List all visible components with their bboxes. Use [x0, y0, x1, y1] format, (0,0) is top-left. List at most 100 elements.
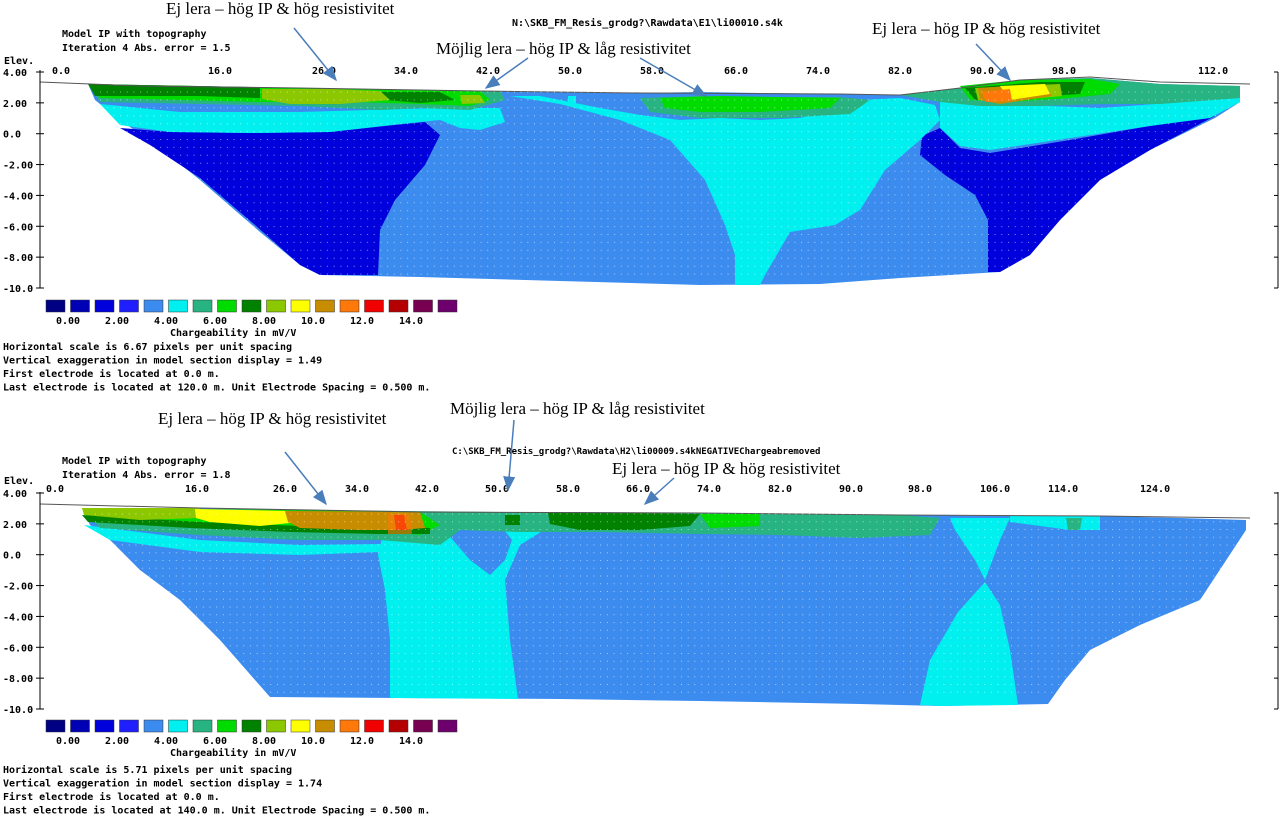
- top-colorbar-swatch: [119, 299, 139, 313]
- bottom-x-tick-label: 124.0: [1140, 484, 1170, 495]
- top-title-line2: Iteration 4 Abs. error = 1.5: [62, 42, 231, 54]
- bottom-x-tick-label: 26.0: [273, 484, 297, 495]
- bottom-x-tick-label: 98.0: [908, 484, 932, 495]
- bottom-x-tick-label: 106.0: [980, 484, 1010, 495]
- bottom-teal-right-blob: [820, 520, 842, 534]
- bottom-colorbar-title: Chargeability in mV/V: [170, 747, 296, 759]
- top-arrow-middle-a: [484, 57, 529, 89]
- bottom-arrow-right: [643, 477, 675, 506]
- top-y-tick-label: 4.00: [3, 68, 27, 79]
- bottom-topography-line: [39, 503, 1251, 519]
- top-colorbar-swatch: [315, 299, 335, 313]
- top-colorbar-label: 0.00: [56, 316, 80, 327]
- bottom-colorbar-swatch: [143, 719, 164, 733]
- bottom-y-tick-label: 0.0: [3, 551, 21, 562]
- bottom-colorbar: 0.00 2.00 4.00 6.00 8.00 10.0 12.0 14.0: [45, 719, 458, 747]
- bottom-colorbar-swatch: [192, 719, 213, 733]
- top-info-line: Vertical exaggeration in model section d…: [3, 355, 322, 367]
- top-info-text: Horizontal scale is 6.67 pixels per unit…: [3, 341, 430, 394]
- top-colorbar-label: 12.0: [350, 316, 374, 327]
- top-y-tick-label: -10.0: [3, 284, 33, 295]
- top-mesh-dots: [100, 91, 1230, 275]
- bottom-x-tick-label: 82.0: [768, 484, 792, 495]
- bottom-x-tick-label: 16.0: [185, 484, 209, 495]
- bottom-colorbar-swatch: [364, 719, 384, 733]
- top-y-tick-label: 2.00: [3, 99, 27, 110]
- top-arrow-middle-b: [639, 57, 708, 97]
- top-colorbar-swatch: [45, 299, 66, 313]
- top-title-line1: Model IP with topography: [62, 28, 207, 40]
- bottom-y-tick-label: 2.00: [3, 520, 27, 531]
- top-y-tick-label: -6.00: [3, 222, 33, 233]
- top-colorbar-label: 2.00: [105, 316, 129, 327]
- bottom-x-tick-label: 90.0: [839, 484, 863, 495]
- top-colorbar-swatch: [143, 299, 164, 313]
- top-colorbar-label: 8.00: [252, 316, 276, 327]
- top-colorbar-swatch: [339, 299, 360, 313]
- bottom-orange-spot: [388, 514, 412, 534]
- top-arrow-right: [975, 43, 1012, 82]
- top-colorbar-title: Chargeability in mV/V: [170, 327, 296, 339]
- top-colorbar-label: 10.0: [301, 316, 325, 327]
- bottom-colorbar-swatch: [266, 719, 286, 733]
- top-y-tick-label: 0.0: [3, 130, 21, 141]
- top-y-ticks: 4.00 2.00 0.0 -2.00 -4.00 -6.00 -8.00 -10.0: [3, 68, 1278, 295]
- bottom-colorbar-swatch: [437, 719, 458, 733]
- bottom-y-tick-label: -10.0: [3, 705, 33, 716]
- top-info-line: First electrode is located at 0.0 m.: [3, 368, 220, 380]
- bottom-info-line: Last electrode is located at 140.0 m. Un…: [3, 805, 430, 816]
- bottom-colorbar-label: 14.0: [399, 736, 423, 747]
- top-darkgreen-mid: [380, 92, 455, 103]
- bottom-info-line: Vertical exaggeration in model section d…: [3, 778, 322, 790]
- bottom-darkgreen-middle: [548, 513, 700, 530]
- bottom-colorbar-swatch: [241, 719, 262, 733]
- top-deep-low: [120, 122, 440, 275]
- top-x-tick-label: 50.0: [558, 66, 582, 77]
- top-colorbar-swatch: [290, 299, 311, 313]
- bottom-colorbar-swatch: [217, 719, 237, 733]
- top-info-line: Last electrode is located at 120.0 m. Un…: [3, 382, 430, 394]
- top-elev-label: Elev.: [4, 56, 34, 67]
- bottom-file-path: C:\SKB_FM_Resis_grodg?\Rawdata\H2\li0000…: [452, 446, 820, 457]
- bottom-colorbar-label: 2.00: [105, 736, 129, 747]
- bottom-colorbar-swatch: [119, 719, 139, 733]
- bottom-info-text: Horizontal scale is 5.71 pixels per unit…: [3, 764, 430, 816]
- top-y-tick-label: -4.00: [3, 191, 33, 202]
- top-y-tick-label: -2.00: [3, 161, 33, 172]
- top-colorbar-swatch: [192, 299, 213, 313]
- top-colorbar-label: 4.00: [154, 316, 178, 327]
- bottom-x-tick-label: 50.0: [485, 484, 509, 495]
- bottom-annotation-left: Ej lera – hög IP & hög resistivitet: [158, 409, 387, 428]
- bottom-yg-layer: [82, 508, 200, 520]
- bottom-x-tick-label: 114.0: [1048, 484, 1078, 495]
- bottom-dot-mesh: [95, 513, 1235, 693]
- top-cyan-channel: [510, 96, 940, 285]
- top-model-section: [88, 78, 1240, 285]
- top-mid-cyan-band: [100, 104, 505, 133]
- bottom-annotation-right: Ej lera – hög IP & hög resistivitet: [612, 459, 841, 478]
- bottom-y-tick-label: -4.00: [3, 612, 33, 623]
- bottom-x-tick-label: 0.0: [46, 484, 64, 495]
- bottom-y-tick-label: -2.00: [3, 582, 33, 593]
- top-colorbar: 0.00 2.00 4.00 6.00 8.00 10.0 12.0 14.0: [45, 299, 458, 327]
- top-darkgreen-left: [88, 84, 260, 98]
- top-colorbar-label: 14.0: [399, 316, 423, 327]
- top-x-tick-label: 90.0: [970, 66, 994, 77]
- bottom-green-middle: [700, 514, 760, 528]
- top-annotation-right: Ej lera – hög IP & hög resistivitet: [872, 19, 1101, 38]
- top-annotation-middle: Möjlig lera – hög IP & låg resistivitet: [436, 39, 691, 58]
- bottom-colorbar-swatch: [413, 719, 433, 733]
- top-high-right-orange: [982, 89, 1012, 102]
- bottom-section: 4.00 2.00 0.0 -2.00 -4.00 -6.00 -8.00 -10.0 0.0…: [3, 399, 1279, 816]
- bottom-model-section: [82, 508, 1246, 706]
- bottom-x-tick-label: 74.0: [697, 484, 721, 495]
- bottom-y-tick-label: -6.00: [3, 643, 33, 654]
- bottom-arrow-middle: [503, 419, 516, 492]
- top-colorbar-swatch: [94, 299, 115, 313]
- bottom-cyan-x-top: [950, 518, 1010, 580]
- bottom-annotation-middle: Möjlig lera – hög IP & låg resistivitet: [450, 399, 705, 418]
- top-section: 4.00 2.00 0.0 -2.00 -4.00 -6.00 -8.00 -10.0 0.0…: [3, 0, 1279, 394]
- bottom-colorbar-label: 4.00: [154, 736, 178, 747]
- bottom-colorbar-label: 0.00: [56, 736, 80, 747]
